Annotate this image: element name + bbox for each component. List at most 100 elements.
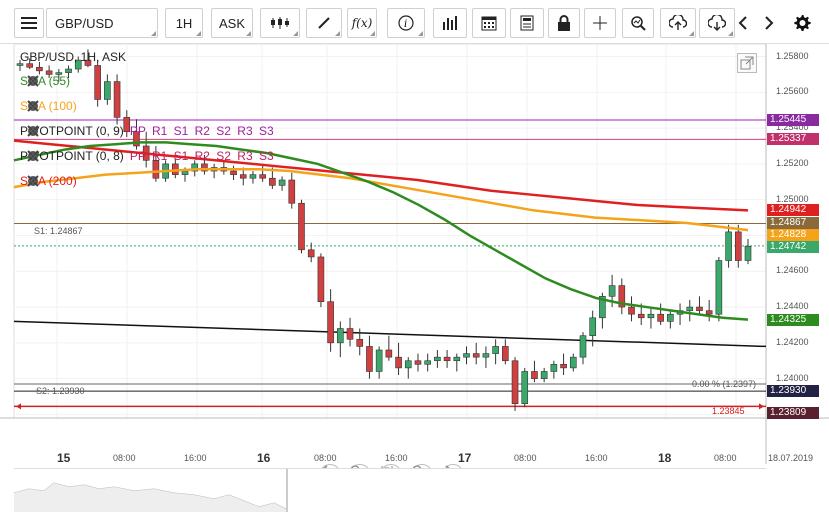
candle-body (502, 346, 509, 362)
legend-pivotpoint-09-label: PIVOTPOINT (0, 9) (20, 124, 124, 138)
fx-label: f(x) (351, 16, 373, 30)
candle-body (298, 202, 305, 251)
candle-body (104, 81, 111, 100)
candle-body (16, 63, 24, 66)
day-label: 16 (257, 451, 271, 465)
zoom-icon[interactable] (622, 8, 654, 38)
price-tick-label: 1.25400 (776, 122, 809, 133)
legend-pivotpoint-09-levels: PP R1 S1 R2 S2 R3 S3 (129, 124, 274, 138)
calendar-icon[interactable] (472, 8, 506, 38)
news-icon[interactable] (510, 8, 544, 38)
crosshair-icon[interactable] (584, 8, 616, 38)
candle-body (599, 296, 606, 319)
candle-body (94, 65, 101, 100)
candle-body (725, 231, 732, 261)
price-tick-label: 1.24200 (776, 336, 809, 347)
candle-body (453, 356, 461, 362)
candle-body (414, 360, 422, 365)
close-icon[interactable] (26, 74, 40, 88)
price-tag: 1.25445 (767, 114, 819, 127)
legend-sma55[interactable]: SMA (55) (20, 74, 70, 88)
timeframe-label: 1H (175, 15, 193, 31)
close-icon[interactable] (26, 174, 40, 188)
symbol-selector[interactable]: GBP/USD (46, 8, 158, 38)
price-type-selector[interactable]: ASK (211, 8, 253, 38)
candle-body (404, 360, 412, 369)
timeframe-selector[interactable]: 1H (165, 8, 203, 38)
gear-icon[interactable] (792, 8, 812, 38)
date-label: 18.07.2019 (768, 453, 814, 463)
candle-body (637, 313, 645, 319)
legend-pivotpoint-09[interactable]: PIVOTPOINT (0, 9) PP R1 S1 R2 S2 R3 S3 (20, 124, 274, 138)
sma100-line (13, 168, 749, 232)
symbol-label: GBP/USD (55, 15, 114, 31)
candle-body (45, 70, 53, 75)
price-tick-label: 1.25000 (776, 193, 809, 204)
candle-body (705, 310, 713, 315)
chart-navigator[interactable] (13, 468, 766, 512)
candle-body (696, 306, 703, 311)
price-tag: 1.24867 (767, 217, 819, 230)
candle-body (201, 163, 208, 172)
price-tag: 1.24742 (767, 241, 819, 254)
candle-body (667, 313, 674, 322)
candle-body (385, 349, 393, 358)
time-label: 08:00 (113, 453, 136, 463)
candle-body (540, 371, 548, 379)
close-icon[interactable] (26, 124, 40, 138)
hamburger-menu-icon[interactable] (14, 8, 44, 38)
close-icon[interactable] (26, 99, 40, 113)
candles-icon[interactable] (260, 8, 300, 38)
candle-body (511, 360, 519, 404)
price-type-label: ASK (218, 15, 245, 31)
candle-body (686, 306, 694, 311)
candle-body (463, 353, 470, 358)
candle-body (356, 338, 364, 347)
candle-body (482, 353, 490, 358)
price-tick-label: 1.24400 (776, 301, 809, 312)
legend-sma100[interactable]: SMA (100) (20, 99, 77, 113)
price-tag: 1.23809 (767, 406, 819, 419)
legend-pivotpoint-08-label: PIVOTPOINT (0, 8) (20, 149, 124, 163)
candle-body (346, 328, 354, 340)
download-icon[interactable] (699, 8, 735, 38)
arrow-left-icon (16, 403, 21, 410)
price-chart[interactable]: GBP/USD, 1H, ASK SMA (55) SMA (100) PIVO… (0, 44, 829, 486)
candle-body (628, 306, 635, 315)
candle-body (715, 260, 723, 315)
close-icon[interactable] (26, 149, 40, 163)
candle-body (744, 245, 752, 261)
upload-icon[interactable] (660, 8, 696, 38)
fx-icon[interactable]: f(x) (347, 8, 377, 38)
candle-body (55, 72, 63, 75)
candle-body (647, 313, 655, 319)
price-tick-label: 1.25600 (776, 86, 809, 97)
day-label: 17 (458, 451, 472, 465)
price-tick-label: 1.25800 (776, 50, 809, 61)
volume-bars-icon[interactable] (433, 8, 467, 38)
candle-body (181, 170, 189, 175)
candle-body (278, 179, 286, 186)
candle-body (74, 59, 82, 70)
candle-body (152, 160, 160, 179)
day-label: 18 (658, 451, 672, 465)
popout-icon[interactable] (737, 53, 757, 73)
candle-body (269, 177, 276, 186)
trendline (13, 320, 767, 348)
candle-body (472, 353, 480, 358)
legend-pivotpoint-08[interactable]: PIVOTPOINT (0, 8) PP R1 S1 R2 S2 R3 S3 (20, 149, 274, 163)
prev-arrow-icon[interactable] (735, 8, 751, 38)
candle-body (65, 68, 72, 73)
candle-body (734, 231, 742, 261)
next-arrow-icon[interactable] (761, 8, 777, 38)
chart-canvas[interactable] (0, 44, 829, 464)
draw-line-icon[interactable] (306, 8, 342, 38)
price-tag: 1.24942 (767, 204, 819, 217)
svg-text:i: i (404, 19, 407, 30)
legend-sma200[interactable]: SMA (200) (20, 174, 77, 188)
candle-body (84, 59, 92, 66)
info-icon[interactable]: i (387, 8, 425, 38)
price-tick-label: 1.24600 (776, 265, 809, 276)
lock-icon[interactable] (548, 8, 580, 38)
candle-body (395, 356, 402, 369)
